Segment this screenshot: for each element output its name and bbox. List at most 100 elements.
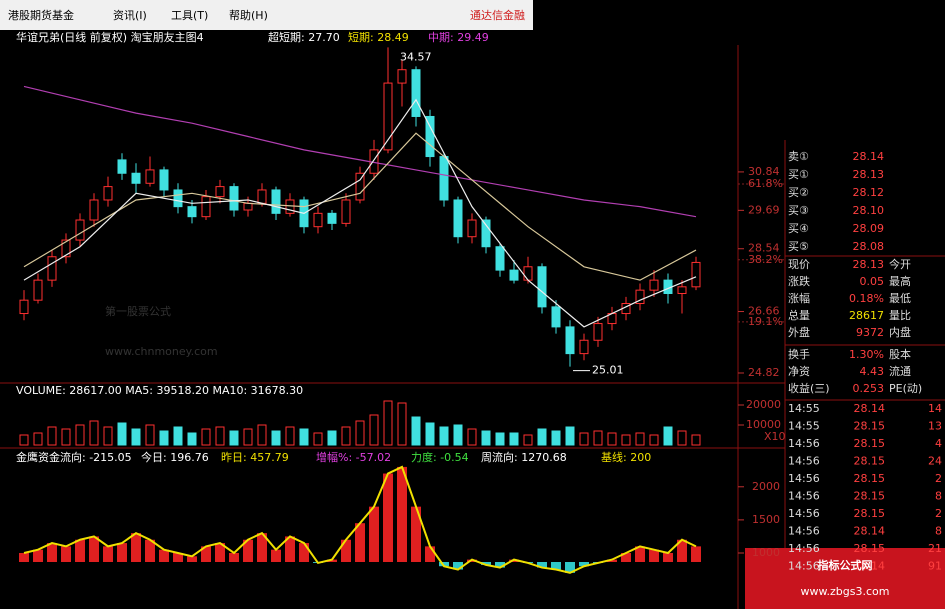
flow-bar [621, 552, 631, 562]
ma-line [23, 85, 697, 218]
flow-bar [159, 549, 169, 562]
book-price: 28.14 [853, 150, 885, 163]
volume-bar [481, 430, 491, 446]
flow-bar [607, 559, 617, 562]
candle-body [313, 212, 323, 228]
stat-label: 总量 [788, 308, 810, 322]
volume-bar [201, 428, 211, 446]
y-tick-label: 30.84 [748, 165, 780, 178]
stat-label: 现价 [788, 258, 810, 271]
candle-body [215, 186, 225, 198]
candle-body [271, 189, 281, 214]
volume-bar [663, 426, 673, 446]
trade-volume: 21 [928, 542, 942, 555]
menu-item[interactable]: 帮助(H) [229, 8, 268, 22]
flow-line [23, 465, 697, 574]
stat-label: 最低 [889, 292, 911, 305]
flow-bar [285, 536, 295, 562]
candle-body [61, 239, 71, 258]
volume-bar [89, 420, 99, 446]
volume-bar [61, 428, 71, 446]
menu-item[interactable]: 工具(T) [171, 9, 208, 22]
trade-price: 28.15 [854, 420, 886, 433]
flow-bar [103, 546, 113, 562]
trade-time: 14:56 [788, 455, 820, 468]
y-tick-label: 1000 [752, 546, 780, 559]
volume-bar [103, 426, 113, 446]
book-price: 28.08 [853, 240, 885, 253]
flow-bar [145, 539, 155, 562]
brand: 通达信金融 [470, 8, 525, 22]
candle-body [131, 172, 141, 184]
stat-label: 净资 [788, 364, 810, 378]
flow-bar [187, 556, 197, 562]
volume-bar [33, 432, 43, 446]
stat-value: 28617 [849, 309, 884, 322]
stat-label: 今开 [889, 257, 911, 271]
volume-bar [607, 432, 617, 446]
flow-bar [663, 552, 673, 562]
volume-bar [355, 420, 365, 446]
volume-bar [565, 426, 575, 446]
candle-body [523, 266, 533, 281]
book-label: 买③ [788, 204, 809, 217]
price-header: 中期: 29.49 [428, 31, 489, 44]
candle-body [565, 326, 575, 355]
book-price: 28.10 [853, 204, 885, 217]
flow-bar [411, 506, 421, 562]
volume-bar [327, 430, 337, 446]
flow-bar [341, 539, 351, 562]
flow-bar [677, 539, 687, 562]
price-header: 华谊兄弟(日线 前复权) 淘宝朋友主图4 [16, 30, 204, 44]
flow-bar [33, 549, 43, 562]
flow-bar [481, 562, 491, 565]
trade-price: 28.15 [854, 437, 886, 450]
candle-body [327, 212, 337, 224]
menu-item[interactable]: 港股期货基金 [8, 8, 74, 22]
flow-bar [439, 562, 449, 567]
menu-bar [0, 0, 533, 30]
candle-body [145, 169, 155, 184]
volume-bar [649, 434, 659, 446]
menu-item[interactable]: 资讯(I) [113, 9, 147, 22]
volume-bar [131, 428, 141, 446]
stat-label: 流通 [889, 364, 911, 378]
trade-price: 28.14 [854, 560, 886, 573]
volume-bar [47, 426, 57, 446]
volume-bar [691, 434, 701, 446]
watermark: www.chnmoney.com [105, 345, 218, 358]
volume-bar [229, 430, 239, 446]
ma-line [23, 98, 697, 328]
candle-body [19, 299, 29, 315]
trade-volume: 91 [928, 560, 942, 573]
candle-body [691, 261, 701, 288]
trade-time: 14:56 [788, 507, 820, 520]
volume-bar [19, 434, 29, 446]
candle-body [201, 196, 211, 218]
flow-bar [327, 559, 337, 562]
trade-volume: 24 [928, 455, 942, 468]
flow-bar [635, 546, 645, 562]
stat-label: 收益(三) [788, 381, 830, 395]
y-tick-label: 28.54 [748, 242, 780, 255]
volume-header: VOLUME: 28617.00 MA5: 39518.20 MA10: 316… [16, 384, 303, 397]
flow-bar [131, 533, 141, 562]
volume-bar [425, 422, 435, 446]
flow-bar [229, 552, 239, 562]
volume-bar [369, 414, 379, 446]
stat-label: 涨跌 [788, 274, 810, 288]
price-header: 短期: 28.49 [348, 30, 409, 44]
stat-label: 量比 [889, 309, 911, 322]
scale-label: X10 [764, 430, 786, 443]
volume-bar [313, 432, 323, 446]
flow-bar [551, 562, 561, 570]
candle-body [509, 269, 519, 281]
volume-bar [509, 432, 519, 446]
flow-bar [383, 473, 393, 562]
flow-bar [19, 552, 29, 562]
trade-time: 14:56 [788, 525, 820, 538]
flow-bar [61, 546, 71, 562]
volume-bar [243, 428, 253, 446]
y-tick-label: 24.82 [748, 366, 780, 379]
book-label: 买④ [788, 222, 809, 235]
